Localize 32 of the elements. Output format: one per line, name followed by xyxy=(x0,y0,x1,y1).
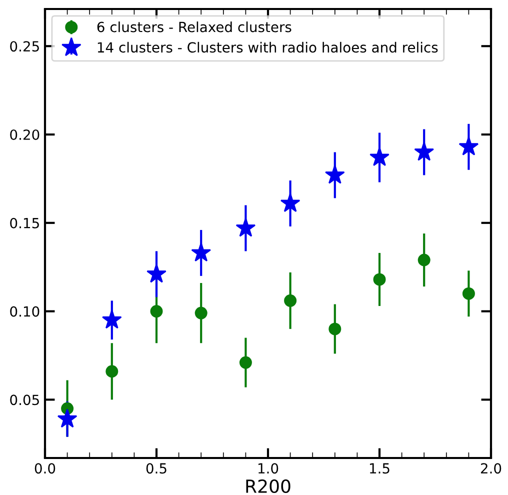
point xyxy=(194,306,208,320)
point xyxy=(239,356,252,369)
point xyxy=(280,193,300,212)
x-tick-label: 2.0 xyxy=(480,463,502,474)
y-tick-label: 0.15 xyxy=(10,218,39,228)
point xyxy=(150,305,163,318)
y-tick-label: 0.10 xyxy=(10,306,40,317)
x-tick-label: 0.0 xyxy=(34,463,56,474)
point xyxy=(106,365,118,378)
legend-label: 14 clusters - Clusters with radio haloes and relics xyxy=(98,42,438,53)
point xyxy=(236,218,256,237)
y-tick-label: 0.25 xyxy=(10,41,39,52)
point xyxy=(102,310,122,329)
point xyxy=(418,254,430,266)
legend-label: 6 clusters - Relaxed clusters xyxy=(97,22,292,32)
point xyxy=(370,147,390,166)
x-tick-label: 1.5 xyxy=(370,463,390,474)
x-tick-label: 1.0 xyxy=(258,463,278,474)
x-axis-title: R200 xyxy=(246,479,290,494)
point xyxy=(284,294,297,307)
point xyxy=(324,164,345,184)
point xyxy=(458,136,479,156)
point xyxy=(146,264,166,283)
point xyxy=(328,322,342,336)
y-tick-label: 0.05 xyxy=(10,394,39,406)
point xyxy=(57,408,78,428)
point xyxy=(462,287,475,300)
point xyxy=(414,142,434,161)
point xyxy=(373,273,386,286)
point xyxy=(191,242,212,262)
y-tick-label: 0.20 xyxy=(10,129,40,140)
x-tick-label: 0.5 xyxy=(146,463,166,474)
